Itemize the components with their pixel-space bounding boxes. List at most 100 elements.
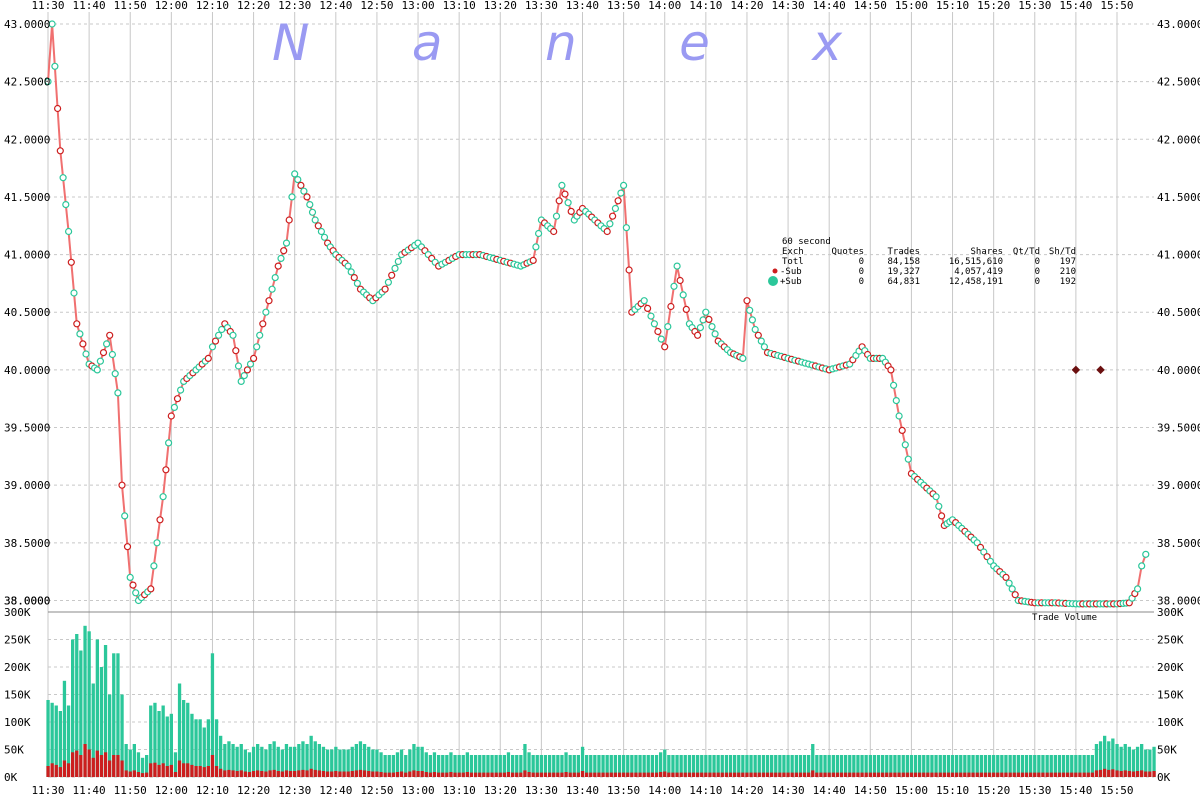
stats-cell: 0 — [1035, 257, 1040, 267]
volume-bar-sell — [568, 772, 572, 777]
volume-bar-sell — [223, 770, 227, 777]
y-tick-left: 38.5000 — [4, 537, 50, 550]
grid-lines — [47, 12, 1154, 778]
volume-bar-total — [770, 755, 774, 777]
volume-bar-total — [942, 755, 946, 777]
volume-bar-sell — [490, 772, 494, 777]
volume-bar-total — [383, 755, 387, 777]
volume-y-tick-right: 250K — [1157, 634, 1184, 647]
volume-bar-sell — [519, 772, 523, 777]
price-point — [51, 62, 59, 70]
volume-bar-sell — [700, 772, 704, 777]
volume-bar-sell — [1074, 772, 1078, 777]
price-point — [748, 316, 757, 324]
price-point — [693, 331, 702, 339]
volume-bar-total — [1061, 755, 1066, 777]
price-point — [96, 357, 105, 365]
price-point — [253, 343, 261, 351]
volume-bar-sell — [659, 772, 663, 777]
price-point — [165, 439, 173, 447]
volume-bar-sell — [983, 772, 988, 777]
price-point — [288, 193, 296, 201]
price-point — [699, 316, 707, 324]
volume-bar-total — [901, 755, 905, 777]
volume-bar-total — [108, 694, 112, 777]
volume-bar-total — [1057, 755, 1062, 777]
volume-bar-total — [753, 755, 757, 777]
x-tick-top: 12:50 — [360, 0, 393, 12]
volume-bar-sell — [502, 772, 506, 777]
price-point — [679, 291, 687, 299]
volume-bar-sell — [1066, 772, 1070, 777]
volume-bar-total — [704, 755, 708, 777]
volume-bar-total — [330, 749, 334, 777]
volume-bar-total — [634, 755, 638, 777]
volume-bar-total — [272, 741, 276, 778]
y-tick-right: 38.0000 — [1157, 594, 1200, 607]
price-point — [229, 331, 237, 339]
volume-bar-total — [955, 755, 959, 777]
volume-bar-total — [75, 634, 79, 777]
volume-bar-sell — [556, 772, 560, 777]
volume-bar-sell — [264, 771, 268, 777]
volume-bar-sell — [811, 770, 815, 777]
price-point — [1133, 585, 1142, 593]
price-point — [123, 543, 132, 551]
price-point — [614, 197, 622, 205]
volume-bar-total — [511, 755, 515, 777]
price-point — [73, 320, 81, 328]
volume-bar-total — [478, 755, 482, 777]
volume-bar-total — [1000, 755, 1004, 777]
volume-bar-total — [50, 702, 54, 778]
volume-bar-total — [387, 755, 391, 777]
price-point — [82, 350, 90, 358]
volume-y-tick-left: 300K — [4, 606, 31, 619]
volume-bar-total — [893, 755, 897, 777]
volume-bar-total — [934, 755, 938, 777]
stats-cell: -Sub — [780, 267, 802, 277]
volume-bar-sell — [1094, 770, 1099, 777]
volume-bar-total — [835, 755, 840, 777]
volume-bar-total — [765, 755, 770, 777]
volume-bar-total — [946, 755, 951, 777]
volume-bar-sell — [839, 772, 844, 777]
volume-bar-total — [239, 744, 243, 777]
volume-y-tick-left: 200K — [4, 661, 31, 674]
volume-bar-sell — [432, 772, 437, 777]
volume-bar-total — [194, 719, 198, 778]
volume-bar-total — [802, 755, 807, 777]
price-point — [232, 347, 240, 355]
volume-bar-sell — [860, 772, 864, 777]
volume-bar-sell — [683, 772, 687, 777]
price-point — [79, 340, 87, 348]
volume-bar-total — [231, 744, 235, 777]
price-point — [306, 201, 314, 209]
stats-cell: 4,057,419 — [954, 267, 1003, 277]
volume-bar-total — [798, 755, 803, 777]
stats-header: Shares — [970, 247, 1003, 257]
y-tick-left: 42.0000 — [4, 133, 50, 146]
volume-bar-sell — [457, 772, 461, 777]
price-point — [114, 389, 122, 397]
stats-cell: 0 — [859, 267, 864, 277]
volume-bar-total — [1020, 755, 1025, 777]
volume-bar-total — [790, 755, 794, 777]
price-point — [739, 354, 747, 362]
volume-bar-sell — [276, 771, 280, 777]
volume-bar-sell — [161, 763, 165, 778]
price-point — [208, 343, 217, 351]
volume-bar-total — [424, 752, 428, 778]
volume-bar-total — [157, 711, 161, 777]
x-tick-bottom: 15:50 — [1100, 784, 1133, 797]
x-tick-bottom: 14:00 — [648, 784, 681, 797]
volume-bar-sell — [293, 771, 297, 777]
volume-bar-sell — [412, 770, 416, 777]
volume-bar-sell — [1086, 772, 1090, 777]
stats-cell: 210 — [1060, 267, 1076, 277]
volume-bar-total — [149, 705, 153, 777]
volume-bar-sell — [881, 772, 885, 777]
stats-cell: 0 — [1035, 267, 1040, 277]
price-point — [44, 77, 52, 86]
volume-bar-total — [885, 755, 889, 777]
price-point — [889, 381, 898, 389]
